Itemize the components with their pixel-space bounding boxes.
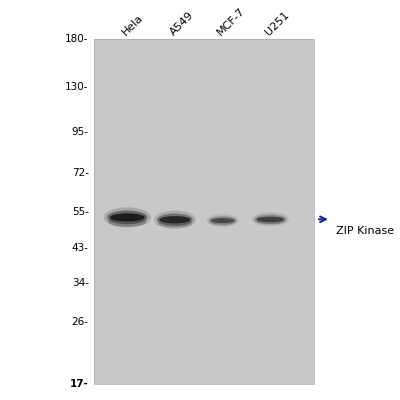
Ellipse shape	[209, 216, 236, 225]
Ellipse shape	[159, 216, 190, 223]
Ellipse shape	[110, 213, 145, 222]
Ellipse shape	[104, 207, 151, 228]
Text: Hela: Hela	[120, 12, 145, 37]
Ellipse shape	[154, 210, 196, 229]
Ellipse shape	[206, 214, 239, 227]
Ellipse shape	[108, 216, 146, 227]
Ellipse shape	[255, 219, 286, 224]
Text: 72-: 72-	[72, 168, 89, 178]
Text: 130-: 130-	[65, 82, 89, 92]
Text: 26-: 26-	[72, 317, 89, 327]
Bar	[94, 39, 314, 384]
Text: 17-: 17-	[70, 379, 89, 389]
Text: 43-: 43-	[72, 243, 89, 253]
Ellipse shape	[158, 219, 192, 228]
Ellipse shape	[107, 210, 147, 224]
Text: 180-: 180-	[65, 34, 89, 44]
Ellipse shape	[254, 215, 286, 224]
Text: 34-: 34-	[72, 278, 89, 288]
Text: U251: U251	[263, 9, 291, 37]
Text: 95-: 95-	[72, 128, 89, 138]
Ellipse shape	[210, 220, 236, 226]
Ellipse shape	[157, 214, 193, 226]
Bar	[94, 39, 314, 384]
Ellipse shape	[252, 212, 289, 226]
Ellipse shape	[211, 218, 234, 223]
Text: 55-: 55-	[72, 207, 89, 217]
Ellipse shape	[256, 217, 284, 222]
Text: A549: A549	[168, 10, 195, 37]
Text: MCF-7: MCF-7	[216, 5, 247, 37]
Text: ZIP Kinase: ZIP Kinase	[336, 226, 394, 236]
